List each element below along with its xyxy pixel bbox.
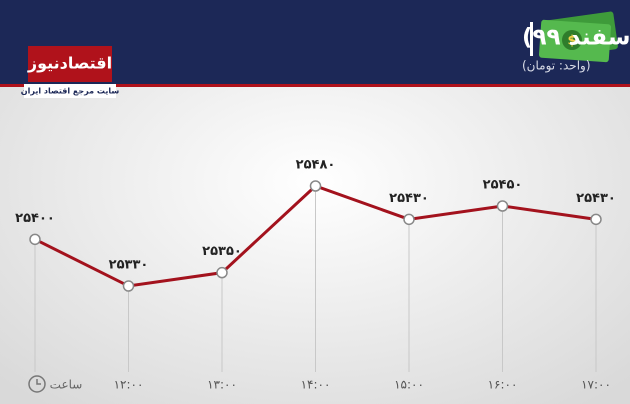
logo-tagline: سایت مرجع اقتصاد ایران	[21, 87, 120, 96]
point	[29, 233, 41, 246]
value-label: ۲۵۴۵۰	[483, 178, 523, 193]
value-label: ۲۵۴۰۰	[15, 211, 55, 226]
chart-title: روند بهای دلار (دوشنبه ۱۱ اسفند ۹۹)	[522, 25, 630, 51]
money-icon: $	[538, 11, 618, 63]
x-tick-label: ۱۳:۰۰	[207, 378, 237, 392]
x-tick-label: ۱۷:۰۰	[581, 378, 611, 392]
title-bar	[530, 22, 533, 56]
x-tick-label: ۱۲:۰۰	[114, 378, 144, 392]
point	[590, 213, 602, 226]
clock-icon	[28, 375, 46, 393]
value-label: ۲۵۴۸۰	[296, 158, 336, 173]
point	[496, 200, 509, 212]
logo-tagline-box	[24, 84, 116, 98]
svg-text:$: $	[567, 34, 576, 49]
point	[403, 213, 415, 226]
logo-name: اقتصادنیوز	[27, 54, 112, 73]
point	[216, 266, 228, 279]
chart-subtitle: (واحد: تومان)	[522, 59, 591, 74]
x-axis-label: ساعت	[50, 378, 83, 392]
header-rule	[0, 84, 630, 87]
x-tick-label: ۱۴:۰۰	[301, 378, 331, 392]
point	[309, 180, 322, 192]
x-tick-label: ۱۵:۰۰	[394, 378, 424, 392]
value-label: ۲۵۴۳۰	[576, 191, 616, 206]
value-label: ۲۵۳۵۰	[202, 244, 242, 259]
x-tick-label: ۱۶:۰۰	[488, 378, 518, 392]
logo-box	[28, 46, 112, 82]
value-label: ۲۵۳۳۰	[109, 258, 149, 273]
value-label: ۲۵۴۳۰	[389, 191, 429, 206]
point	[122, 280, 135, 292]
